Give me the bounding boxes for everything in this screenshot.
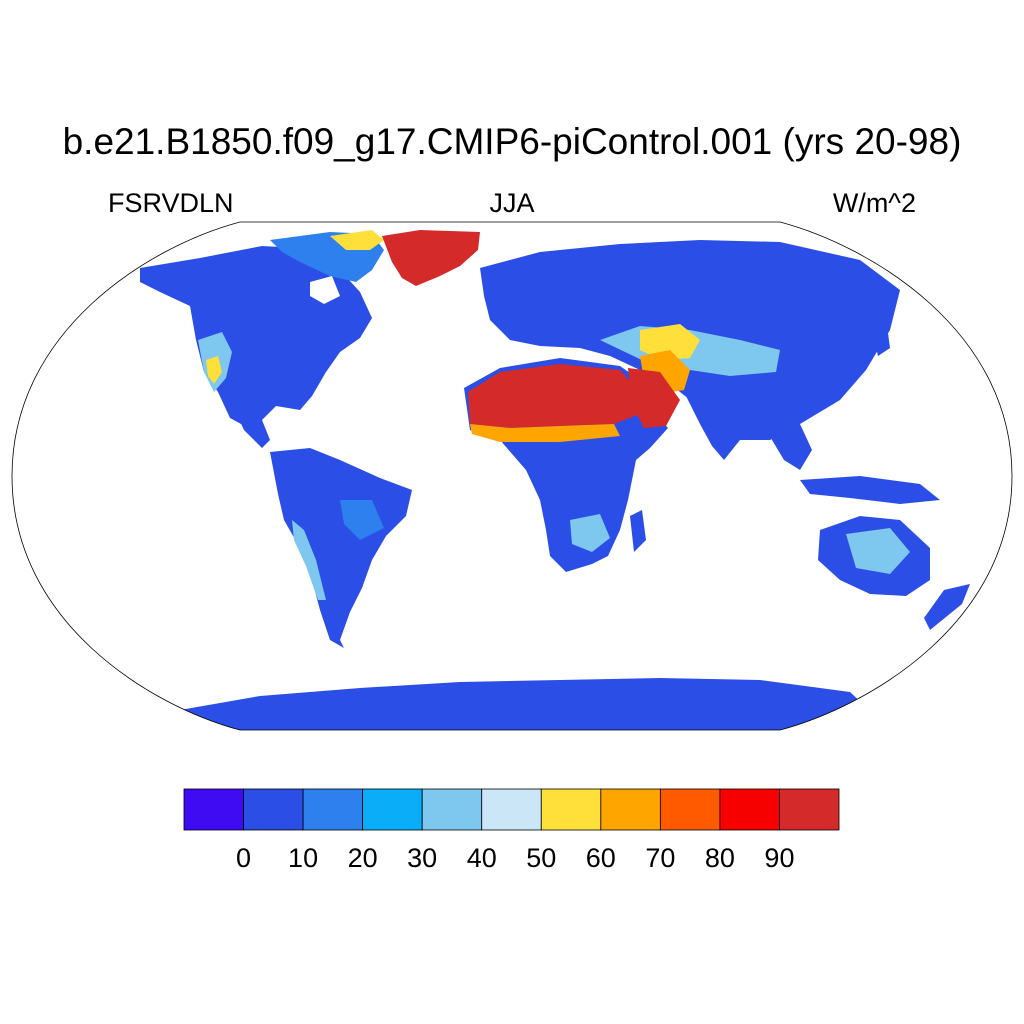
globe-outline: [11, 221, 1013, 731]
colorbar-swatch: [421, 788, 483, 831]
land-scandinavia: [520, 256, 570, 308]
colorbar-tick-label: 80: [704, 843, 735, 873]
land-us-southwest: [206, 356, 222, 384]
season-label: JJA: [489, 188, 535, 218]
land-antarctica: [150, 678, 880, 730]
colorbar-tick-label: 20: [347, 843, 378, 873]
colorbar-swatch: [481, 788, 542, 831]
colorbar-swatch: [302, 788, 364, 831]
colorbar-swatch: [243, 788, 304, 831]
colorbar-tick-label: 30: [407, 843, 438, 873]
land-southeast-asia: [766, 420, 812, 470]
colorbar-swatch: [779, 788, 840, 831]
colorbar-tick-label: 40: [466, 843, 497, 873]
units-label: W/m^2: [832, 188, 916, 218]
map-title: b.e21.B1850.f09_g17.CMIP6-piControl.001 …: [62, 121, 962, 162]
land-andes: [292, 520, 326, 600]
colorbar-tick-label: 60: [585, 843, 616, 873]
land-sahara: [468, 364, 640, 428]
land-hudson-bay-water: [310, 276, 340, 304]
land-arabian-peninsula: [628, 368, 680, 428]
colorbar-tick-label: 50: [526, 843, 557, 873]
colorbar-swatch: [659, 788, 721, 831]
land-indonesia: [800, 476, 940, 504]
colorbar-tick-label: 90: [764, 843, 795, 873]
land-madagascar: [630, 510, 646, 552]
colorbar-swatch: [540, 788, 602, 831]
land-india: [686, 392, 752, 460]
variable-name-label: FSRVDLN: [108, 188, 234, 218]
land-greenland: [382, 230, 480, 286]
colorbar-swatch: [362, 788, 423, 831]
colorbar-swatch: [719, 788, 780, 831]
colorbar-tick-label: 10: [288, 843, 319, 873]
map-land-layer: [140, 230, 970, 730]
land-mexico: [230, 400, 270, 448]
land-australia-interior: [846, 528, 910, 574]
land-kalahari: [570, 514, 610, 552]
colorbar-tick-label: 70: [645, 843, 676, 873]
land-japan: [872, 318, 890, 356]
land-sahel: [470, 424, 620, 442]
land-new-zealand: [924, 584, 970, 630]
colorbar-tick-label: 0: [236, 843, 252, 873]
colorbar-swatch: [600, 788, 661, 831]
land-arctic-islands: [330, 230, 384, 250]
land-tibet-desert: [640, 324, 700, 360]
land-south-america: [270, 448, 412, 648]
colorbar: [183, 788, 840, 831]
colorbar-swatch: [183, 788, 244, 831]
land-brazil-highlands: [340, 500, 384, 540]
